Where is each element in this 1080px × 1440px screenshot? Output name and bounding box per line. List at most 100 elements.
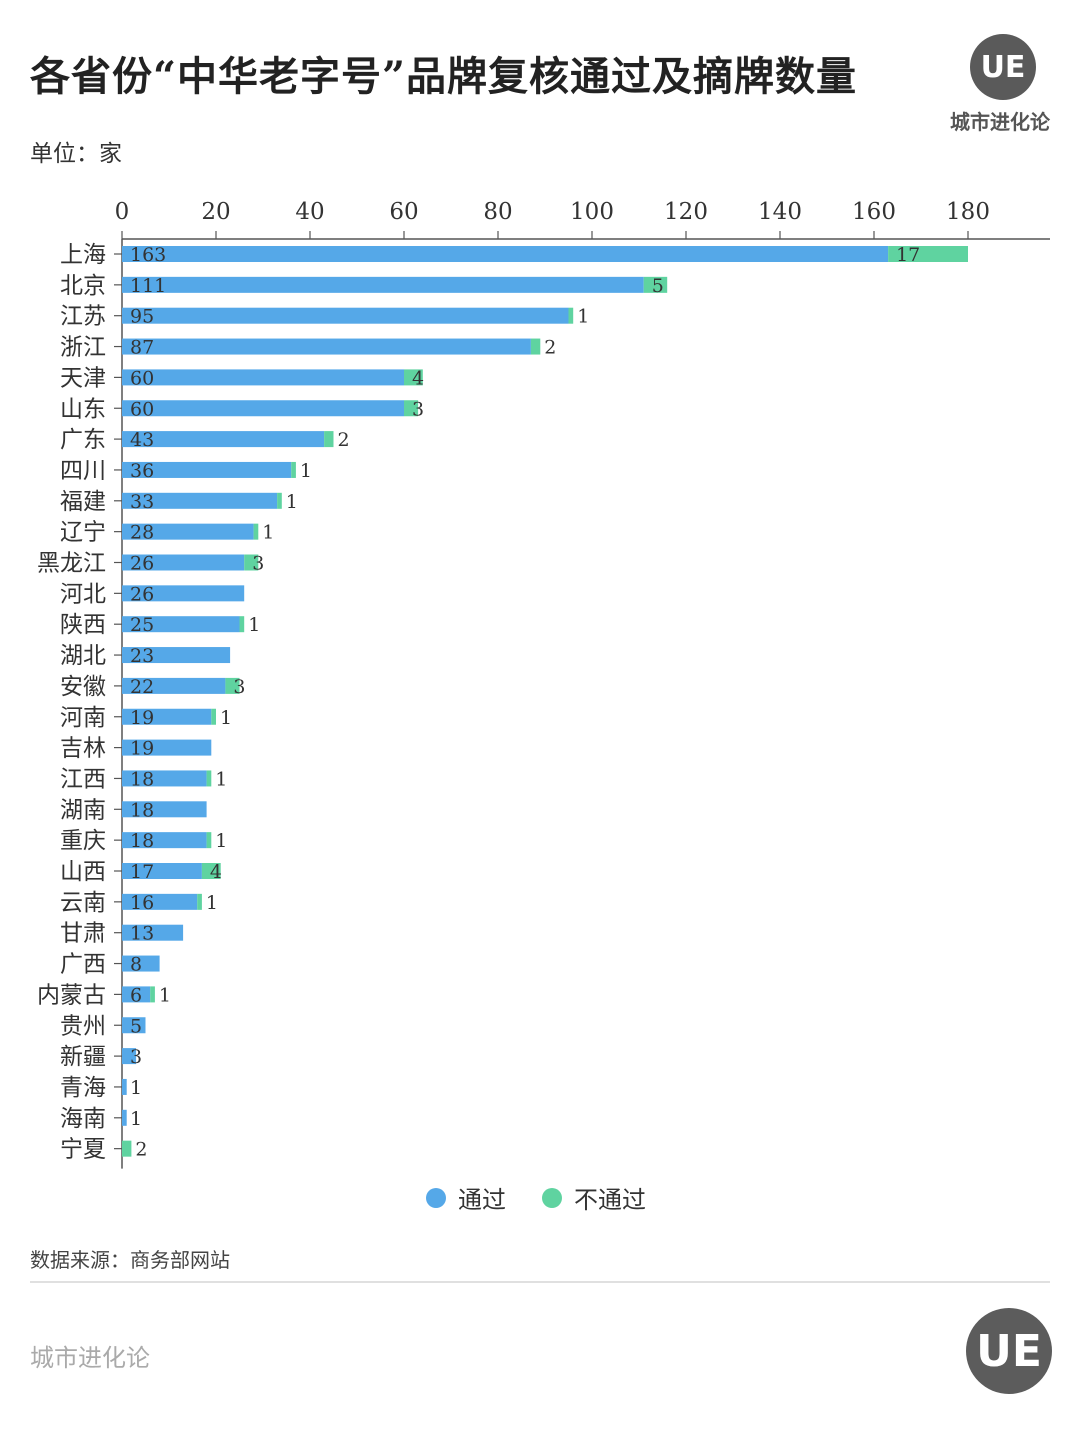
- value-label-fail: 3: [252, 553, 264, 575]
- chart-title: 各省份“中华老字号”品牌复核通过及摘牌数量: [30, 53, 858, 100]
- value-label-pass: 3: [130, 1046, 142, 1068]
- bar-fail: [197, 893, 202, 910]
- value-label-pass: 5: [130, 1015, 142, 1037]
- bar-fail: [253, 523, 259, 540]
- legend-label-pass: 通过: [458, 1186, 506, 1214]
- ue-logo-icon: UE: [970, 34, 1036, 100]
- bar-pass: [122, 924, 184, 941]
- category-label: 广东: [60, 427, 106, 453]
- value-label-pass: 17: [130, 861, 154, 883]
- category-label: 四川: [60, 458, 106, 484]
- value-label-fail: 2: [135, 1139, 147, 1161]
- bar-fail: [239, 616, 245, 633]
- bar-pass: [122, 400, 404, 417]
- data-source: 数据来源：商务部网站: [30, 1248, 230, 1272]
- bar-pass: [122, 461, 292, 478]
- divider: [30, 1281, 1050, 1283]
- footer-logo-icon: UE: [966, 1308, 1052, 1394]
- category-label: 重庆: [60, 828, 106, 854]
- bar-pass: [122, 1017, 146, 1034]
- value-label-pass: 26: [130, 553, 154, 575]
- category-label: 内蒙古: [37, 982, 106, 1008]
- bar-pass: [122, 246, 889, 262]
- category-label: 河北: [60, 581, 106, 607]
- value-label-fail: 1: [577, 306, 589, 328]
- category-label: 北京: [60, 273, 106, 299]
- value-label-pass: 111: [130, 275, 166, 297]
- value-label-pass: 87: [130, 337, 154, 359]
- value-label-fail: 3: [412, 398, 424, 420]
- value-label-fail: 1: [286, 491, 298, 513]
- bar-pass: [122, 431, 325, 448]
- bar-pass: [122, 585, 245, 602]
- legend-dot-fail: [542, 1187, 562, 1208]
- value-label-fail: 1: [159, 984, 171, 1006]
- category-label: 天津: [60, 365, 106, 391]
- value-label-fail: 1: [262, 522, 274, 544]
- unit-label: 单位：家: [30, 141, 122, 167]
- x-tick-label: 100: [570, 199, 614, 225]
- bar-fail: [206, 832, 212, 849]
- value-label-pass: 36: [130, 460, 154, 482]
- category-label: 安徽: [60, 674, 106, 700]
- bar-pass: [122, 647, 231, 664]
- bar-fail: [201, 863, 221, 879]
- value-label-pass: 6: [130, 984, 142, 1006]
- value-label-fail: 1: [248, 614, 260, 636]
- value-label-pass: 33: [130, 491, 154, 513]
- value-label-pass: 16: [130, 892, 154, 914]
- bar-fail: [225, 677, 240, 694]
- category-label: 甘肃: [60, 921, 106, 947]
- bar-fail: [888, 246, 968, 262]
- value-label-fail: 17: [896, 244, 920, 266]
- value-label-fail: 1: [215, 830, 227, 852]
- bar-fail: [530, 338, 541, 355]
- value-label-pass: 60: [130, 367, 154, 389]
- brand-name: 城市进化论: [950, 110, 1050, 134]
- value-label-fail: 1: [206, 892, 218, 914]
- value-label-fail: 1: [215, 768, 227, 790]
- bar-pass: [122, 307, 569, 324]
- value-label-pass: 43: [130, 429, 154, 451]
- bar-pass: [122, 369, 404, 386]
- legend-item-pass: 通过: [426, 1180, 506, 1215]
- bar-pass: [122, 1109, 127, 1126]
- legend-item-fail: 不通过: [542, 1180, 646, 1215]
- value-label-pass: 18: [130, 799, 154, 821]
- bar-pass: [122, 770, 207, 787]
- value-label-pass: 25: [130, 614, 154, 636]
- bar-pass: [122, 1078, 127, 1095]
- category-label: 湖北: [60, 643, 106, 669]
- value-label-pass: 26: [130, 583, 154, 605]
- x-tick-label: 20: [201, 199, 230, 225]
- brand-logo: UE 城市进化论: [944, 34, 1064, 138]
- value-label-fail: 4: [412, 367, 424, 389]
- category-label: 山西: [60, 859, 106, 885]
- value-label-pass: 19: [130, 738, 154, 760]
- bar-pass: [122, 708, 212, 725]
- value-label-pass: 95: [130, 306, 154, 328]
- x-tick-label: 40: [295, 199, 324, 225]
- bar-pass: [122, 832, 207, 849]
- legend-dot-pass: [426, 1187, 446, 1208]
- bar-pass: [122, 801, 207, 818]
- x-tick-label: 160: [852, 199, 896, 225]
- bar-pass: [122, 276, 644, 293]
- bar-fail: [244, 554, 259, 571]
- legend-label-fail: 不通过: [574, 1186, 646, 1214]
- bar-pass: [122, 677, 226, 694]
- bar-pass: [122, 893, 198, 910]
- category-label: 陕西: [60, 612, 106, 638]
- bar-pass: [122, 955, 160, 972]
- value-label-fail: 1: [220, 707, 232, 729]
- bar-pass: [122, 554, 245, 571]
- category-label: 宁夏: [60, 1137, 106, 1163]
- category-label: 湖南: [60, 797, 106, 823]
- x-tick-label: 0: [115, 199, 130, 225]
- bar-fail: [404, 400, 419, 417]
- value-label-pass: 19: [130, 707, 154, 729]
- value-label-pass: 18: [130, 768, 154, 790]
- bar-fail: [277, 492, 282, 509]
- value-label-fail: 1: [300, 460, 312, 482]
